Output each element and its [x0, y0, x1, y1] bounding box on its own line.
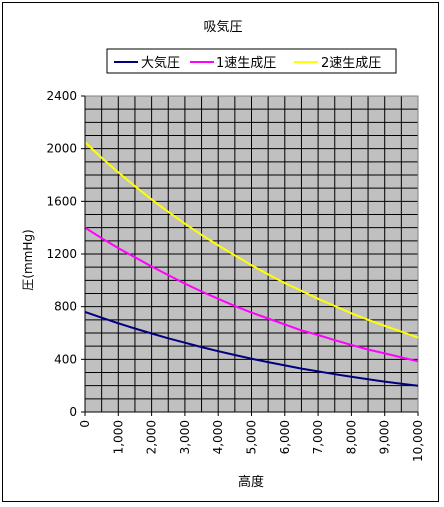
y-tick-label: 800 — [54, 300, 77, 314]
y-axis-label: 圧(mmHg) — [21, 229, 35, 290]
series-line-2 — [84, 141, 419, 339]
chart-title: 吸気圧 — [203, 19, 242, 35]
x-tick-label: 3,000 — [178, 420, 192, 454]
x-tick-label: 8,000 — [344, 420, 358, 454]
legend-label-1: 1速生成圧 — [216, 56, 276, 71]
x-tick-labels: 0 1,000 2,000 3,000 4,000 5,000 6,000 7,000 8,00… — [78, 412, 425, 462]
series-line-0 — [84, 310, 419, 387]
grid — [84, 95, 419, 413]
x-tick-label: 9,000 — [378, 420, 392, 454]
x-tick-label: 0 — [78, 420, 92, 428]
x-tick-label: 1,000 — [111, 420, 125, 454]
x-tick-label: 10,000 — [411, 420, 425, 462]
legend-label-2: 2速生成圧 — [321, 56, 381, 71]
series-line-1 — [84, 226, 419, 363]
x-tick-label: 4,000 — [211, 420, 225, 454]
y-tick-label: 0 — [69, 405, 77, 419]
legend: 大気圧 1速生成圧 2速生成圧 — [106, 48, 397, 74]
y-tick-label: 1600 — [46, 194, 77, 208]
x-tick-label: 7,000 — [311, 420, 325, 454]
y-tick-labels: 0 400 800 1200 1600 2000 2400 — [46, 89, 85, 419]
x-tick-label: 2,000 — [145, 420, 159, 454]
x-axis-label: 高度 — [238, 474, 264, 490]
y-tick-label: 400 — [54, 352, 77, 366]
legend-box — [106, 48, 397, 74]
y-tick-label: 2400 — [46, 89, 77, 103]
y-tick-label: 1200 — [46, 247, 77, 261]
series-layer — [84, 141, 419, 387]
x-tick-label: 6,000 — [278, 420, 292, 454]
x-tick-label: 5,000 — [245, 420, 259, 454]
y-tick-label: 2000 — [46, 142, 77, 156]
legend-label-0: 大気圧 — [141, 55, 180, 71]
